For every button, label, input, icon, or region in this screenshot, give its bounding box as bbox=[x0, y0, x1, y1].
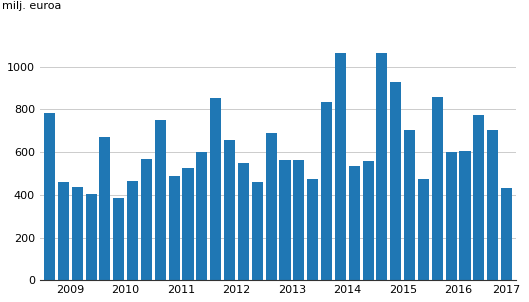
Bar bbox=[473, 115, 485, 280]
Bar bbox=[390, 82, 402, 280]
Bar bbox=[155, 120, 166, 280]
Bar bbox=[307, 179, 318, 280]
Bar bbox=[293, 159, 304, 280]
Bar bbox=[86, 194, 97, 280]
Bar bbox=[44, 113, 55, 280]
Bar bbox=[487, 130, 498, 280]
Bar bbox=[210, 98, 221, 280]
Bar bbox=[432, 97, 443, 280]
Bar bbox=[335, 53, 346, 280]
Bar bbox=[460, 151, 471, 280]
Bar bbox=[501, 188, 512, 280]
Bar bbox=[252, 182, 263, 280]
Bar bbox=[169, 175, 180, 280]
Bar bbox=[99, 137, 111, 280]
Bar bbox=[445, 152, 457, 280]
Bar bbox=[266, 133, 277, 280]
Bar bbox=[238, 163, 249, 280]
Bar bbox=[141, 159, 152, 280]
Bar bbox=[376, 53, 387, 280]
Bar bbox=[404, 130, 415, 280]
Bar bbox=[418, 179, 429, 280]
Bar bbox=[362, 161, 373, 280]
Bar bbox=[113, 198, 124, 280]
Bar bbox=[196, 152, 207, 280]
Bar bbox=[279, 159, 290, 280]
Bar bbox=[224, 140, 235, 280]
Bar bbox=[71, 187, 83, 280]
Bar bbox=[127, 181, 138, 280]
Bar bbox=[349, 166, 360, 280]
Bar bbox=[58, 182, 69, 280]
Bar bbox=[321, 102, 332, 280]
Y-axis label: milj. euroa: milj. euroa bbox=[2, 1, 61, 11]
Bar bbox=[183, 168, 194, 280]
